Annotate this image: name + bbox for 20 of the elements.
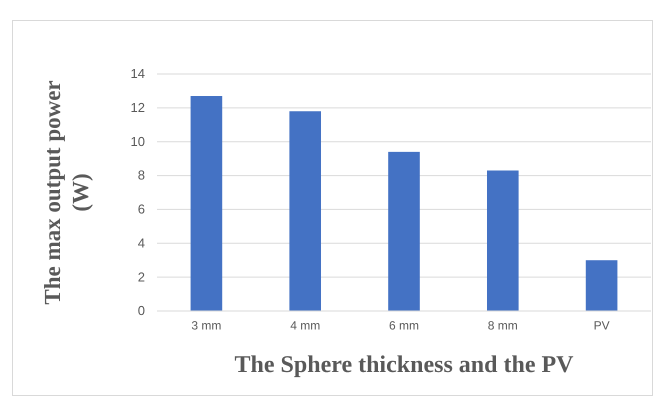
y-tick-label: 4 [138,235,145,250]
y-tick-label: 0 [138,303,145,318]
x-tick-label: 8 mm [488,318,518,333]
x-tick-label: 3 mm [191,318,222,333]
y-axis-title: The max output power (W) [40,80,93,305]
x-axis-title: The Sphere thickness and the PV [234,352,574,378]
y-tick-label: 14 [130,66,145,82]
bar [289,111,322,311]
y-tick-label: 12 [130,100,145,116]
bar [388,152,420,311]
bar [190,96,222,311]
y-tick-label: 2 [138,269,145,284]
bar [586,260,618,311]
y-tick-label: 8 [138,168,145,183]
x-tick-label: PV [594,318,610,333]
x-tick-label: 6 mm [389,318,420,333]
bar [486,170,519,311]
y-tick-label: 10 [130,134,145,149]
y-tick-label: 6 [138,202,145,217]
x-tick-label: 4 mm [290,318,320,333]
